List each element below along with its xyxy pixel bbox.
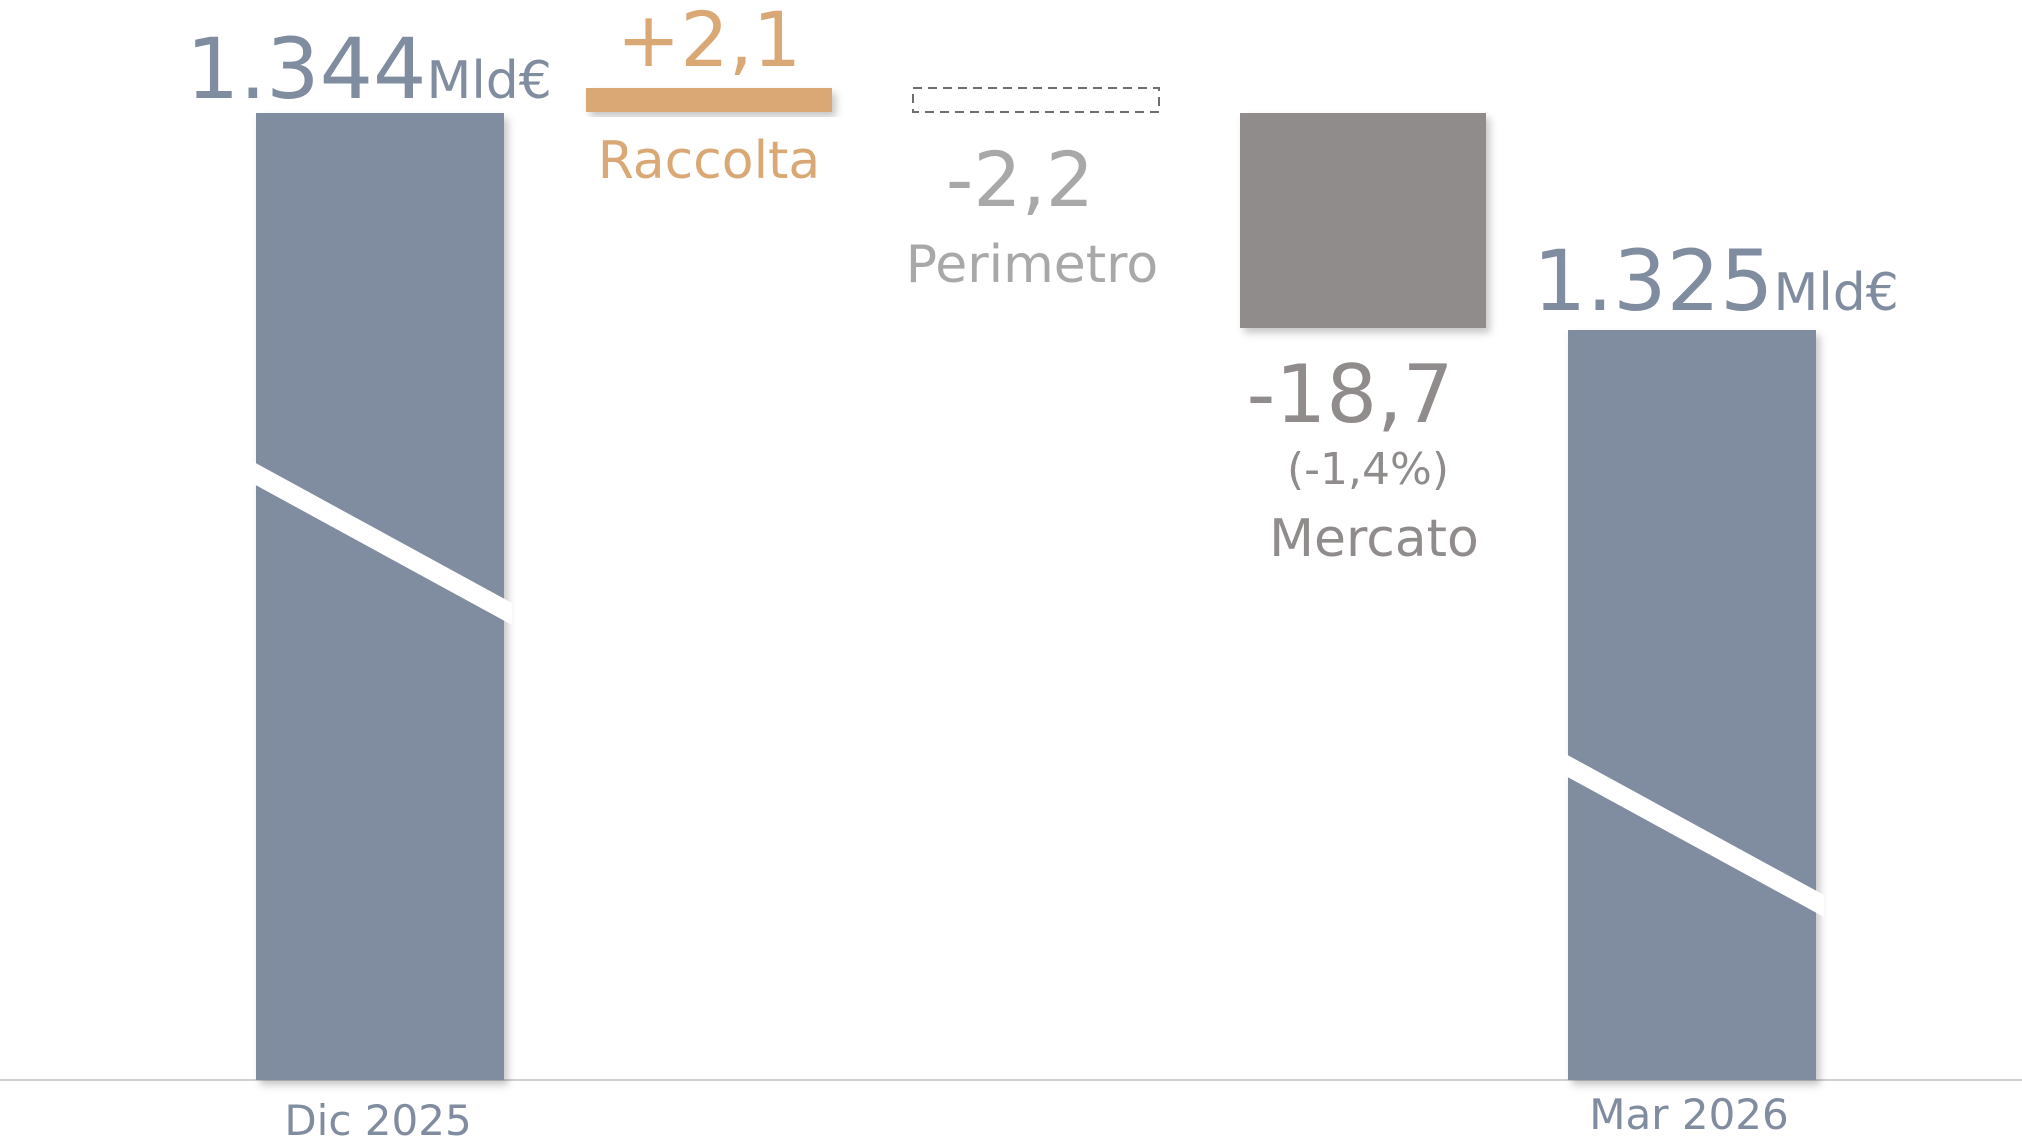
end-unit: Mld€ [1773,263,1898,323]
bar-end [1568,330,1816,1080]
bar-mercato [1240,113,1486,328]
end-value: 1.325 [1533,232,1773,330]
raccolta-label: Raccolta [598,131,821,191]
bar-perimetro [912,87,1160,113]
perimetro-value-label: -2,2 [946,135,1094,224]
perimetro-label: Perimetro [906,235,1158,295]
end-value-label: 1.325Mld€ [1533,232,1899,330]
start-value: 1.344 [186,20,426,118]
mercato-pct-label: (-1,4%) [1287,444,1449,495]
axis-break-start [250,460,512,625]
category-label-start: Dic 2025 [284,1096,471,1139]
start-unit: Mld€ [426,51,551,111]
raccolta-value-label: +2,1 [617,0,802,84]
category-label-end: Mar 2026 [1589,1090,1788,1139]
axis-break-end [1562,752,1824,917]
start-value-label: 1.344Mld€ [186,20,552,118]
mercato-label: Mercato [1269,509,1479,569]
bar-raccolta [586,88,832,112]
mercato-value-label: -18,7 [1247,348,1454,441]
